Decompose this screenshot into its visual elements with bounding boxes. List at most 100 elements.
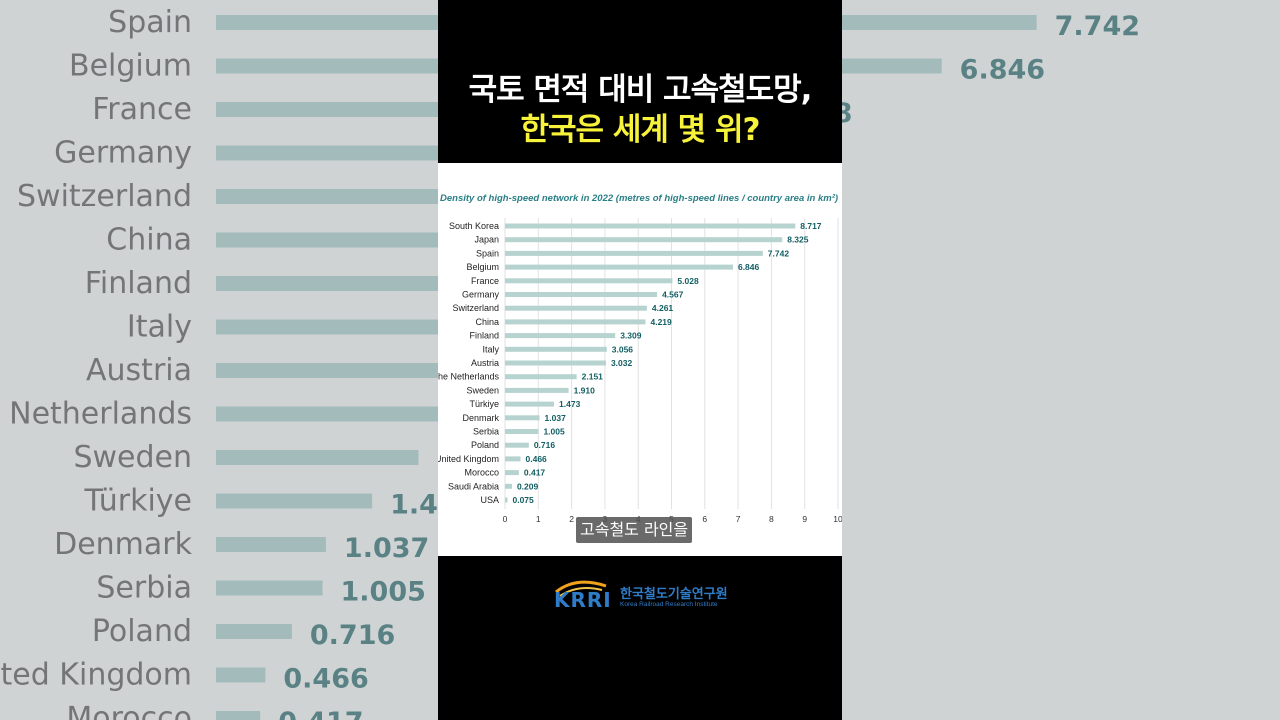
category-label: The Netherlands — [438, 372, 499, 382]
category-label: United Kingdom — [438, 454, 499, 464]
bg-category-label: Denmark — [54, 527, 193, 562]
category-label: Austria — [471, 358, 499, 368]
bg-bar — [216, 711, 261, 720]
data-label: 0.075 — [512, 495, 534, 505]
bar — [505, 483, 512, 489]
bar — [505, 401, 555, 407]
bg-category-label: Italy — [127, 310, 192, 345]
video-caption: 고속철도 라인을 — [576, 517, 693, 543]
category-label: South Korea — [449, 221, 499, 231]
bar — [505, 374, 577, 380]
data-label: 6.846 — [738, 262, 760, 272]
x-tick-label: 7 — [736, 514, 741, 524]
bar — [505, 387, 569, 393]
data-label: 0.716 — [534, 440, 556, 450]
bg-category-label: Spain — [108, 5, 192, 40]
bg-data-label: 0.466 — [283, 664, 368, 695]
category-label: Sweden — [466, 385, 499, 395]
bar — [505, 264, 733, 270]
bg-bar — [216, 537, 326, 552]
bg-category-label: Poland — [92, 614, 192, 649]
bar — [505, 442, 529, 448]
category-label: Serbia — [473, 427, 499, 437]
bg-bar — [216, 450, 419, 465]
x-tick-label: 8 — [769, 514, 774, 524]
bg-category-label: Belgium — [69, 49, 192, 84]
category-label: China — [475, 317, 499, 327]
x-tick-label: 10 — [833, 514, 842, 524]
headline-line-2: 한국은 세계 몇 위? — [520, 112, 761, 148]
data-label: 3.032 — [611, 358, 633, 368]
category-label: Denmark — [462, 413, 499, 423]
data-label: 1.005 — [543, 427, 565, 437]
data-label: 1.037 — [545, 413, 567, 423]
category-label: Belgium — [466, 262, 499, 272]
bg-data-label: 0.417 — [278, 707, 363, 720]
data-label: 4.219 — [650, 317, 672, 327]
category-label: Switzerland — [452, 303, 499, 313]
bg-bar — [216, 493, 373, 509]
category-label: Saudi Arabia — [448, 481, 499, 491]
bg-category-label: United Kingdom — [0, 658, 192, 693]
bg-category-label: Sweden — [73, 440, 192, 475]
bg-data-label: 0.716 — [310, 620, 395, 651]
x-tick-label: 6 — [702, 514, 707, 524]
bg-category-label: Switzerland — [17, 179, 192, 214]
data-label: 3.309 — [620, 331, 642, 341]
data-label: 0.466 — [526, 454, 548, 464]
bar — [505, 278, 673, 284]
bar-chart: Density of high-speed network in 2022 (m… — [438, 193, 842, 524]
logo-swoosh-icon — [555, 580, 607, 597]
bar — [505, 333, 616, 339]
video-panel: 국토 면적 대비 고속철도망, 한국은 세계 몇 위? Density of h… — [438, 0, 842, 720]
bar — [505, 346, 607, 352]
bg-category-label: Finland — [85, 266, 192, 301]
data-label: 4.261 — [652, 303, 674, 313]
bg-data-label: 6.846 — [960, 55, 1045, 86]
bg-category-label: France — [92, 92, 192, 127]
chart-title: Density of high-speed network in 2022 (m… — [440, 193, 838, 204]
category-label: Japan — [474, 235, 499, 245]
category-label: USA — [480, 495, 499, 505]
data-label: 1.910 — [574, 385, 596, 395]
bg-category-label: Germany — [54, 136, 192, 171]
bar — [505, 223, 796, 229]
data-label: 5.028 — [677, 276, 699, 286]
bar — [505, 470, 519, 476]
bar — [505, 360, 606, 366]
category-label: Türkiye — [469, 399, 499, 409]
category-label: Italy — [482, 344, 499, 354]
bg-bar — [216, 667, 266, 683]
data-label: 7.742 — [768, 248, 790, 258]
x-tick-label: 9 — [802, 514, 807, 524]
bar — [505, 237, 783, 243]
data-label: 1.473 — [559, 399, 581, 409]
data-label: 4.567 — [662, 290, 684, 300]
bg-category-label: China — [106, 223, 192, 258]
bg-category-label: Türkiye — [84, 484, 192, 519]
org-name-korean: 한국철도기술연구원 — [620, 587, 728, 602]
bar — [505, 319, 646, 325]
data-label: 0.417 — [524, 468, 546, 478]
data-label: 0.209 — [517, 481, 539, 491]
bg-bar — [216, 406, 445, 422]
data-label: 8.325 — [787, 235, 809, 245]
category-label: Germany — [462, 290, 500, 300]
data-label: 2.151 — [582, 372, 604, 382]
x-tick-label: 0 — [503, 514, 508, 524]
category-label: Morocco — [464, 468, 499, 478]
bar — [505, 250, 763, 256]
bar — [505, 305, 647, 311]
bg-category-label: Morocco — [66, 701, 192, 720]
category-label: Poland — [471, 440, 499, 450]
x-tick-label: 1 — [536, 514, 541, 524]
bg-bar — [216, 580, 323, 596]
data-label: 3.056 — [612, 344, 634, 354]
krri-logo: KRRI 한국철도기술연구원 Korea Railroad Research I… — [554, 578, 734, 612]
bar — [505, 292, 658, 297]
bar — [505, 456, 521, 462]
bg-category-label: Serbia — [96, 571, 192, 606]
logo-mark-text: KRRI — [554, 588, 612, 612]
chart-card: Density of high-speed network in 2022 (m… — [438, 163, 842, 556]
bar — [505, 415, 540, 421]
